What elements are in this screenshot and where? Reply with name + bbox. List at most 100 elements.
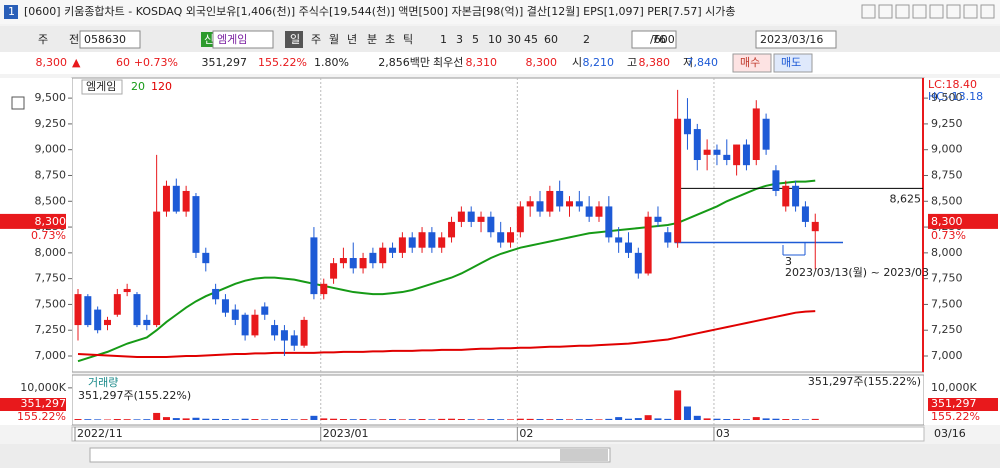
candle-body (271, 325, 278, 335)
y-tick-label: 7,250 (35, 323, 67, 336)
candle-body (183, 191, 190, 212)
y-tick-label: 8,000 (931, 246, 963, 259)
volume-bar (183, 418, 190, 420)
candle-body (212, 289, 219, 299)
toolbar-item[interactable]: 분 (367, 33, 377, 46)
toolbar-item[interactable]: 2023/03/16 (760, 33, 823, 46)
volume-bar (251, 419, 258, 420)
toolbar-item[interactable]: 30 (507, 33, 521, 46)
volume-bar (143, 419, 150, 420)
candle-body (478, 217, 485, 222)
candle-body (713, 150, 720, 155)
volume-bar (576, 419, 583, 420)
volume-bar (271, 419, 278, 420)
y-tick-label: 7,500 (35, 297, 67, 310)
toolbar-item[interactable]: 월 (329, 33, 339, 46)
candle-body (192, 196, 199, 253)
toolbar-item[interactable]: 전 (69, 33, 79, 46)
legend-entry: 120 (151, 80, 172, 93)
toolbar-item[interactable]: 60 (544, 33, 558, 46)
x-tick-label: 2022/11 (77, 427, 123, 440)
candle-body (763, 119, 770, 150)
candle-body (251, 315, 258, 336)
toolbar-item[interactable]: 주 (311, 33, 321, 46)
toolbar-item[interactable]: 058630 (84, 33, 126, 46)
volume-marker-text: 351,297 (21, 397, 67, 410)
toolbar-item[interactable]: 초 (385, 33, 395, 46)
candle-body (291, 335, 298, 345)
volume-bar (792, 419, 799, 420)
toolbar-item[interactable]: /600 (650, 33, 675, 46)
legend-entry: 20 (131, 80, 145, 93)
candle-body (448, 222, 455, 237)
toolbar-item[interactable]: 주 (38, 33, 48, 46)
toolbar-item[interactable]: 엠게임 (217, 33, 247, 46)
volume-bar (360, 419, 367, 420)
toolbar-item[interactable]: 1 (440, 33, 447, 46)
volume-bar (124, 419, 131, 420)
volume-bar (173, 418, 180, 420)
toolbar-item[interactable]: 10 (488, 33, 502, 46)
volume-bar (782, 419, 789, 420)
volume-bar (566, 419, 573, 420)
quote-item: 7,840 (687, 56, 719, 69)
volume-bar (232, 419, 239, 420)
volume-bar (812, 419, 819, 420)
volume-bar (202, 419, 209, 420)
quote-item: 8,300 (36, 56, 68, 69)
candle-body (605, 206, 612, 237)
candle-body (694, 129, 701, 160)
candle-body (723, 155, 730, 160)
volume-bar (615, 417, 622, 420)
candle-body (487, 217, 494, 232)
volume-bar (163, 417, 170, 420)
y-tick-label: 8,750 (931, 168, 963, 181)
candle-body (369, 253, 376, 263)
y-tick-label: 7,250 (931, 323, 963, 336)
candle-body (143, 320, 150, 325)
volume-pane (72, 375, 924, 425)
volume-bar (605, 419, 612, 420)
y-tick-label: 10,000K (20, 381, 66, 394)
candle-body (379, 248, 386, 263)
volume-bar (684, 407, 691, 421)
toolbar-item[interactable]: 2 (583, 33, 590, 46)
quote-item: 시 (572, 56, 582, 69)
candle-body (468, 212, 475, 222)
quote-item: 60 (116, 56, 130, 69)
volume-bar (546, 419, 553, 420)
candle-body (399, 237, 406, 252)
candle-body (232, 310, 239, 320)
y-tick-label: 9,000 (35, 143, 67, 156)
candle-body (281, 330, 288, 340)
scrollbar[interactable] (90, 448, 610, 462)
quote-item: 매도 (781, 56, 801, 69)
quote-item: ▲ (72, 56, 81, 69)
level-label: 8,625 (890, 192, 922, 205)
volume-bar (586, 419, 593, 420)
scroll-thumb[interactable] (560, 449, 608, 461)
candle-body (566, 201, 573, 206)
candle-body (173, 186, 180, 212)
change-text: 0.73% (31, 229, 66, 242)
candle-body (674, 119, 681, 243)
toolbar-item[interactable]: 틱 (403, 33, 413, 46)
toolbar-item[interactable]: 년 (347, 33, 357, 46)
candle-body (537, 201, 544, 211)
toolbar-item[interactable]: 45 (524, 33, 538, 46)
volume-bar (635, 418, 642, 420)
toolbar-item[interactable]: 일 (290, 32, 300, 46)
y-tick-label: 8,500 (35, 194, 67, 207)
candle-body (124, 289, 131, 292)
volume-bar (654, 418, 661, 420)
toolbar-item[interactable]: 3 (456, 33, 463, 46)
volume-bar (291, 419, 298, 420)
volume-bar (527, 419, 534, 420)
quote-item: 1.80% (314, 56, 349, 69)
quote-item: 8,310 (466, 56, 498, 69)
toolbar-item[interactable]: 5 (472, 33, 479, 46)
volume-bar (537, 419, 544, 420)
quote-item: 8,380 (639, 56, 671, 69)
y-tick-label: 10,000K (931, 381, 977, 394)
candle-body (595, 206, 602, 216)
